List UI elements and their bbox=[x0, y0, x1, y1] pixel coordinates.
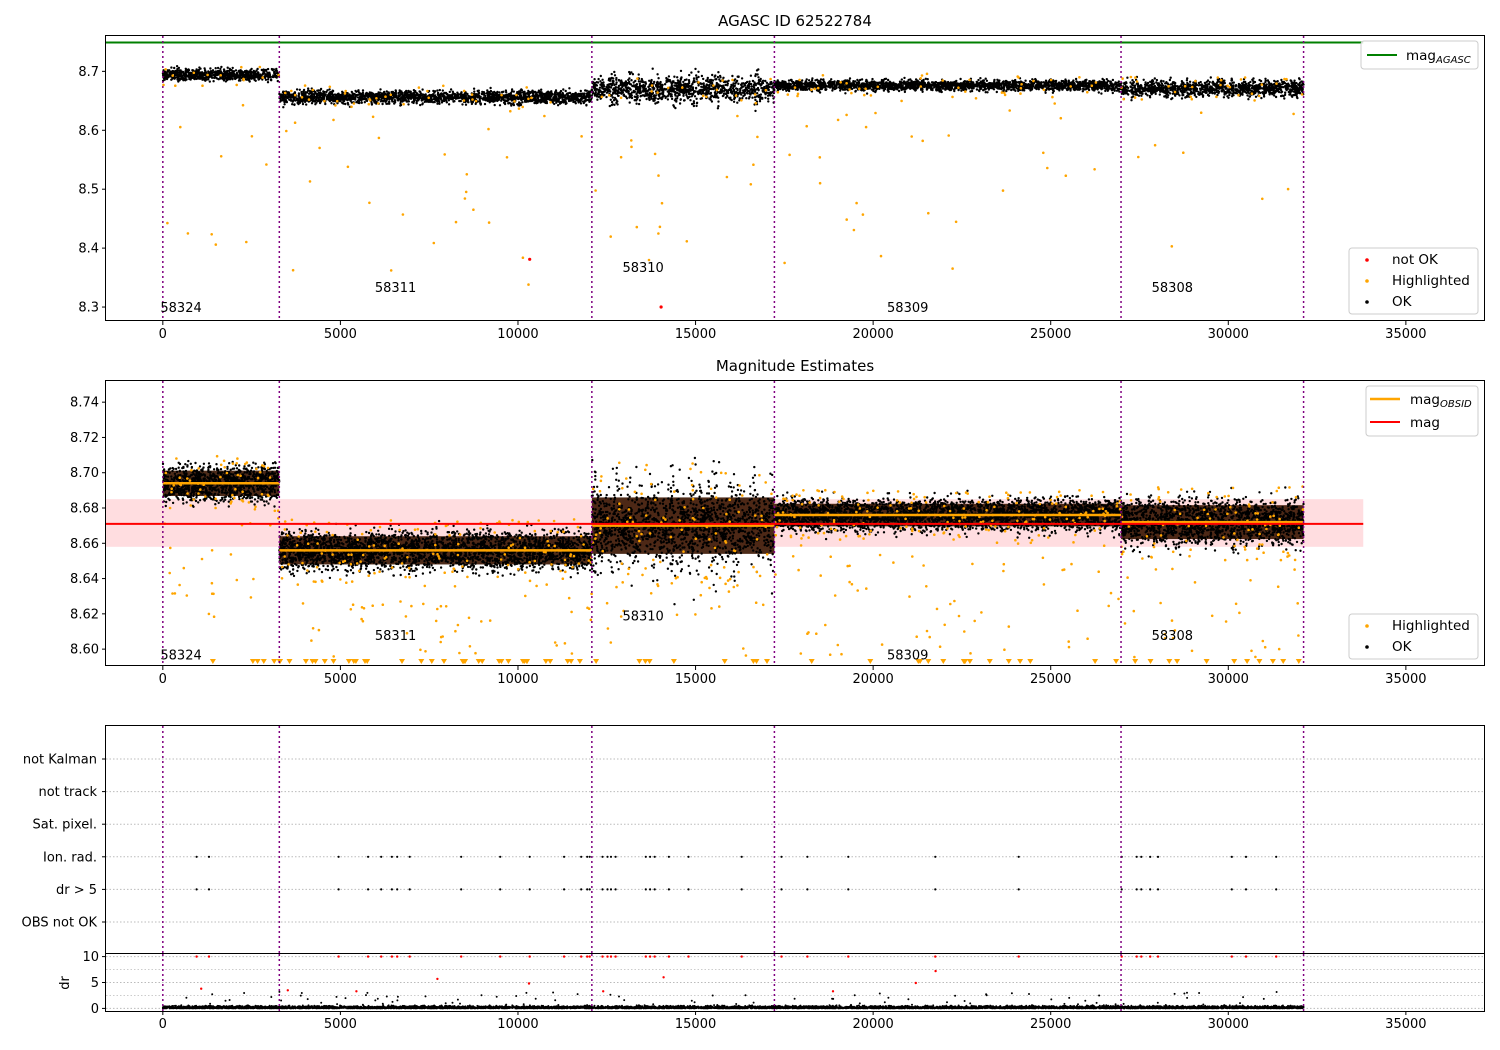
x-tick-label: 10000 bbox=[497, 672, 538, 687]
legend-mag-agasc-sub: AGASC bbox=[1435, 55, 1471, 66]
x-tick-label: 0 bbox=[159, 327, 167, 342]
panel3-axes-frame bbox=[105, 725, 1485, 954]
y-tick-label: 8.3 bbox=[78, 301, 99, 316]
y-tick-label: 8.5 bbox=[78, 183, 99, 198]
panel2-axes-frame bbox=[105, 380, 1485, 666]
x-tick-label: 30000 bbox=[1208, 1017, 1249, 1032]
flag-row-label: not track bbox=[38, 785, 97, 800]
legend-mag-obsid: mag bbox=[1410, 392, 1440, 408]
x-tick-label: 0 bbox=[159, 672, 167, 687]
flag-row-label: Ion. rad. bbox=[43, 850, 97, 865]
y-tick-label: 8.60 bbox=[70, 643, 99, 658]
y-tick-label: 0 bbox=[91, 1002, 99, 1017]
panel2-plot-area: 58324 58311 58310 58309 58308 0 5000 10000 15000… bbox=[70, 381, 1427, 687]
x-tick-label: 5000 bbox=[324, 1017, 357, 1032]
dr-ok-points bbox=[161, 1003, 1305, 1010]
panel1-legend-top: magAGASC bbox=[1360, 40, 1479, 70]
y-tick-label: 8.6 bbox=[78, 124, 99, 139]
panel2-title: Magnitude Estimates bbox=[716, 357, 874, 375]
y-tick-label: 8.72 bbox=[70, 431, 99, 446]
obsid-label: 58309 bbox=[887, 301, 928, 316]
obsid-label: 58308 bbox=[1152, 629, 1193, 644]
x-tick-label: 10000 bbox=[497, 1017, 538, 1032]
panel2-legend-bottom: Highlighted OK bbox=[1348, 613, 1479, 660]
panel-flags: not Kalman not track Sat. pixel. Ion. rad. d… bbox=[22, 725, 1485, 1032]
x-tick-label: 15000 bbox=[675, 327, 716, 342]
legend-mag-agasc: mag bbox=[1406, 48, 1436, 64]
flag-row-label: dr > 5 bbox=[56, 883, 97, 898]
legend2-highlighted: Highlighted bbox=[1392, 618, 1470, 634]
ok-points bbox=[161, 456, 1305, 606]
legend-highlighted: Highlighted bbox=[1392, 273, 1470, 289]
x-tick-label: 30000 bbox=[1208, 672, 1249, 687]
flag-row-label: not Kalman bbox=[23, 753, 97, 768]
panel-dr-axes-frame bbox=[105, 953, 1485, 1012]
panel-dr-plot-area: 0 5 10 0 5000 10000 15000 20000 25000 30000 35000 bbox=[82, 950, 1484, 1032]
x-tick-label: 20000 bbox=[852, 327, 893, 342]
flag-points bbox=[195, 855, 1278, 891]
legend-mag-obsid-sub: OBSID bbox=[1440, 399, 1472, 410]
y-tick-label: 8.68 bbox=[70, 502, 99, 517]
panel1-legend-bottom: not OK Highlighted OK bbox=[1348, 247, 1479, 315]
panel1-axes-frame bbox=[105, 35, 1485, 321]
y-tick-label: 8.66 bbox=[70, 537, 99, 552]
y-tick-label: 8.74 bbox=[70, 396, 99, 411]
panel1-title: AGASC ID 62522784 bbox=[718, 12, 872, 30]
obsid-label: 58310 bbox=[622, 610, 663, 625]
legend-mag: mag bbox=[1410, 415, 1440, 431]
x-tick-label: 5000 bbox=[324, 672, 357, 687]
out-of-range-markers bbox=[209, 659, 1302, 664]
x-tick-label: 5000 bbox=[324, 327, 357, 342]
legend-not-ok: not OK bbox=[1392, 252, 1439, 268]
obsid-label: 58310 bbox=[622, 261, 663, 276]
panel-agasc: AGASC ID 62522784 5832458311583105830958… bbox=[78, 12, 1485, 342]
y-tick-label: 8.4 bbox=[78, 242, 99, 257]
obsid-label: 58324 bbox=[160, 648, 201, 663]
flag-row-label: OBS not OK bbox=[22, 916, 98, 931]
obsid-label: 58311 bbox=[375, 281, 416, 296]
obsid-label: 58324 bbox=[160, 301, 201, 316]
svg-text:magAGASC: magAGASC bbox=[1406, 48, 1471, 66]
panel2-legend-top: magOBSID mag bbox=[1365, 385, 1479, 437]
x-tick-label: 25000 bbox=[1030, 1017, 1071, 1032]
x-tick-label: 0 bbox=[159, 1017, 167, 1032]
x-tick-label: 35000 bbox=[1385, 1017, 1426, 1032]
x-tick-label: 15000 bbox=[675, 672, 716, 687]
panel1-plot-area: 58324 58311 58310 58309 58308 0 5000 10000 15000… bbox=[78, 36, 1427, 342]
x-tick-label: 35000 bbox=[1385, 672, 1426, 687]
obsid-label: 58311 bbox=[375, 629, 416, 644]
x-tick-label: 20000 bbox=[852, 1017, 893, 1032]
panel3-plot-area: not Kalman not track Sat. pixel. Ion. rad. d… bbox=[22, 726, 1484, 953]
y-tick-label: 8.70 bbox=[70, 466, 99, 481]
obsid-label: 58309 bbox=[887, 648, 928, 663]
x-tick-label: 10000 bbox=[497, 327, 538, 342]
y-tick-label: 8.64 bbox=[70, 572, 99, 587]
y-tick-label: 8.7 bbox=[78, 65, 99, 80]
x-tick-label: 35000 bbox=[1385, 327, 1426, 342]
legend-ok: OK bbox=[1392, 294, 1413, 310]
y-tick-label: 10 bbox=[82, 950, 99, 965]
dr-flagged-points bbox=[195, 955, 1278, 993]
svg-text:magOBSID: magOBSID bbox=[1410, 392, 1472, 410]
ok-points bbox=[161, 64, 1305, 113]
x-tick-label: 20000 bbox=[852, 672, 893, 687]
dr-axis-label: dr bbox=[58, 976, 73, 990]
y-tick-label: 8.62 bbox=[70, 607, 99, 622]
x-tick-label: 25000 bbox=[1030, 327, 1071, 342]
y-tick-label: 5 bbox=[91, 976, 99, 991]
legend2-ok: OK bbox=[1392, 639, 1413, 655]
x-tick-label: 25000 bbox=[1030, 672, 1071, 687]
panel-magnitude-estimates: Magnitude Estimates 58324 58311 58310 58309… bbox=[70, 357, 1485, 687]
obsid-label: 58308 bbox=[1152, 281, 1193, 296]
x-tick-label: 15000 bbox=[675, 1017, 716, 1032]
flag-row-label: Sat. pixel. bbox=[33, 818, 97, 833]
x-tick-label: 30000 bbox=[1208, 327, 1249, 342]
